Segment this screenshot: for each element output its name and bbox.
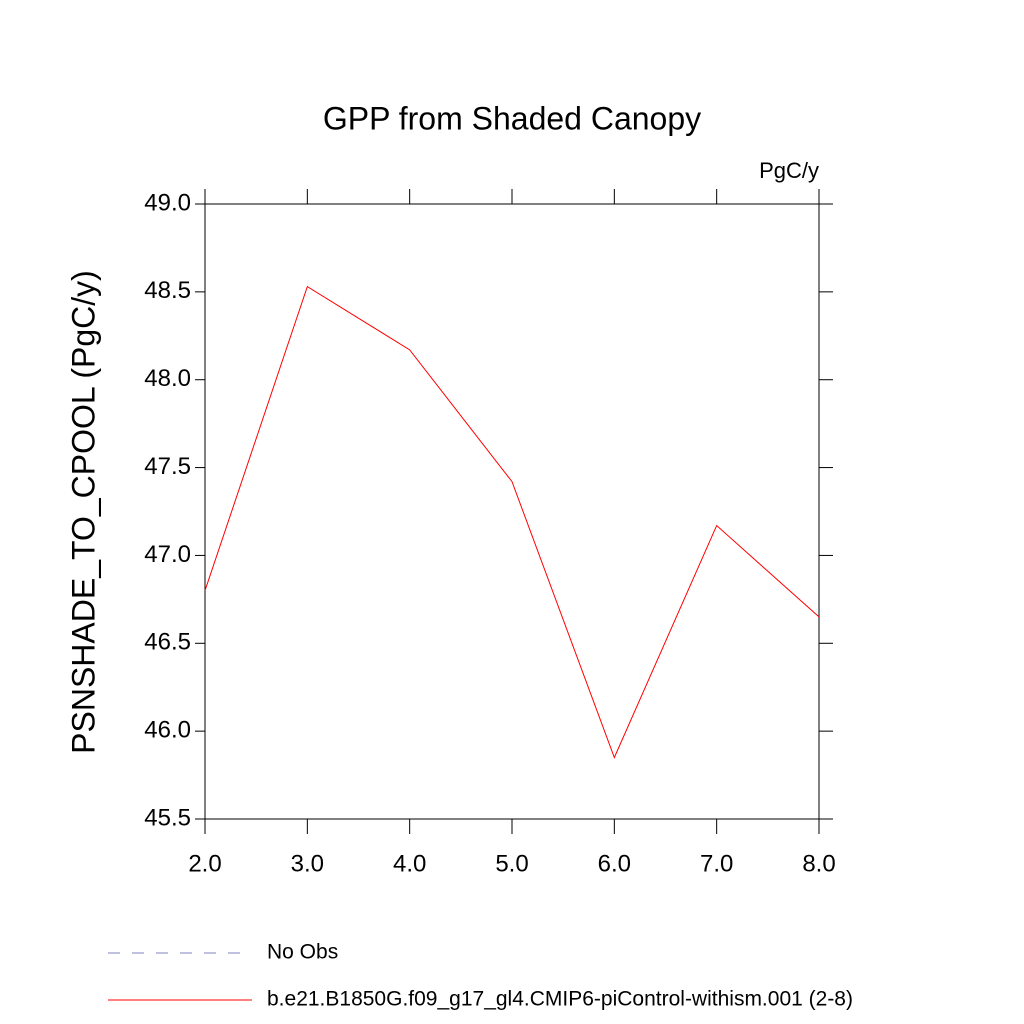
y-tick-label: 47.5 [144,453,191,480]
x-tick-label: 6.0 [598,850,631,877]
y-tick-label: 46.5 [144,629,191,656]
chart-title: GPP from Shaded Canopy [323,100,701,136]
x-tick-label: 5.0 [495,850,528,877]
plot-frame [204,203,820,820]
x-tick-label: 7.0 [700,850,733,877]
y-tick-label: 48.5 [144,277,191,304]
units-label: PgC/y [759,158,819,183]
x-tick-label: 8.0 [802,850,835,877]
x-tick-label: 2.0 [188,850,221,877]
y-tick-label: 46.0 [144,716,191,743]
y-tick-label: 45.5 [144,804,191,831]
y-tick-label: 48.0 [144,365,191,392]
data-line [204,285,820,759]
y-axis-label: PSNSHADE_TO_CPOOL (PgC/y) [65,270,101,754]
x-tick-label: 3.0 [291,850,324,877]
y-tick-label: 47.0 [144,541,191,568]
y-tick-label: 49.0 [144,189,191,216]
x-tick-label: 4.0 [393,850,426,877]
legend-label: b.e21.B1850G.f09_g17_gl4.CMIP6-piControl… [267,988,853,1011]
legend-label: No Obs [267,941,338,964]
